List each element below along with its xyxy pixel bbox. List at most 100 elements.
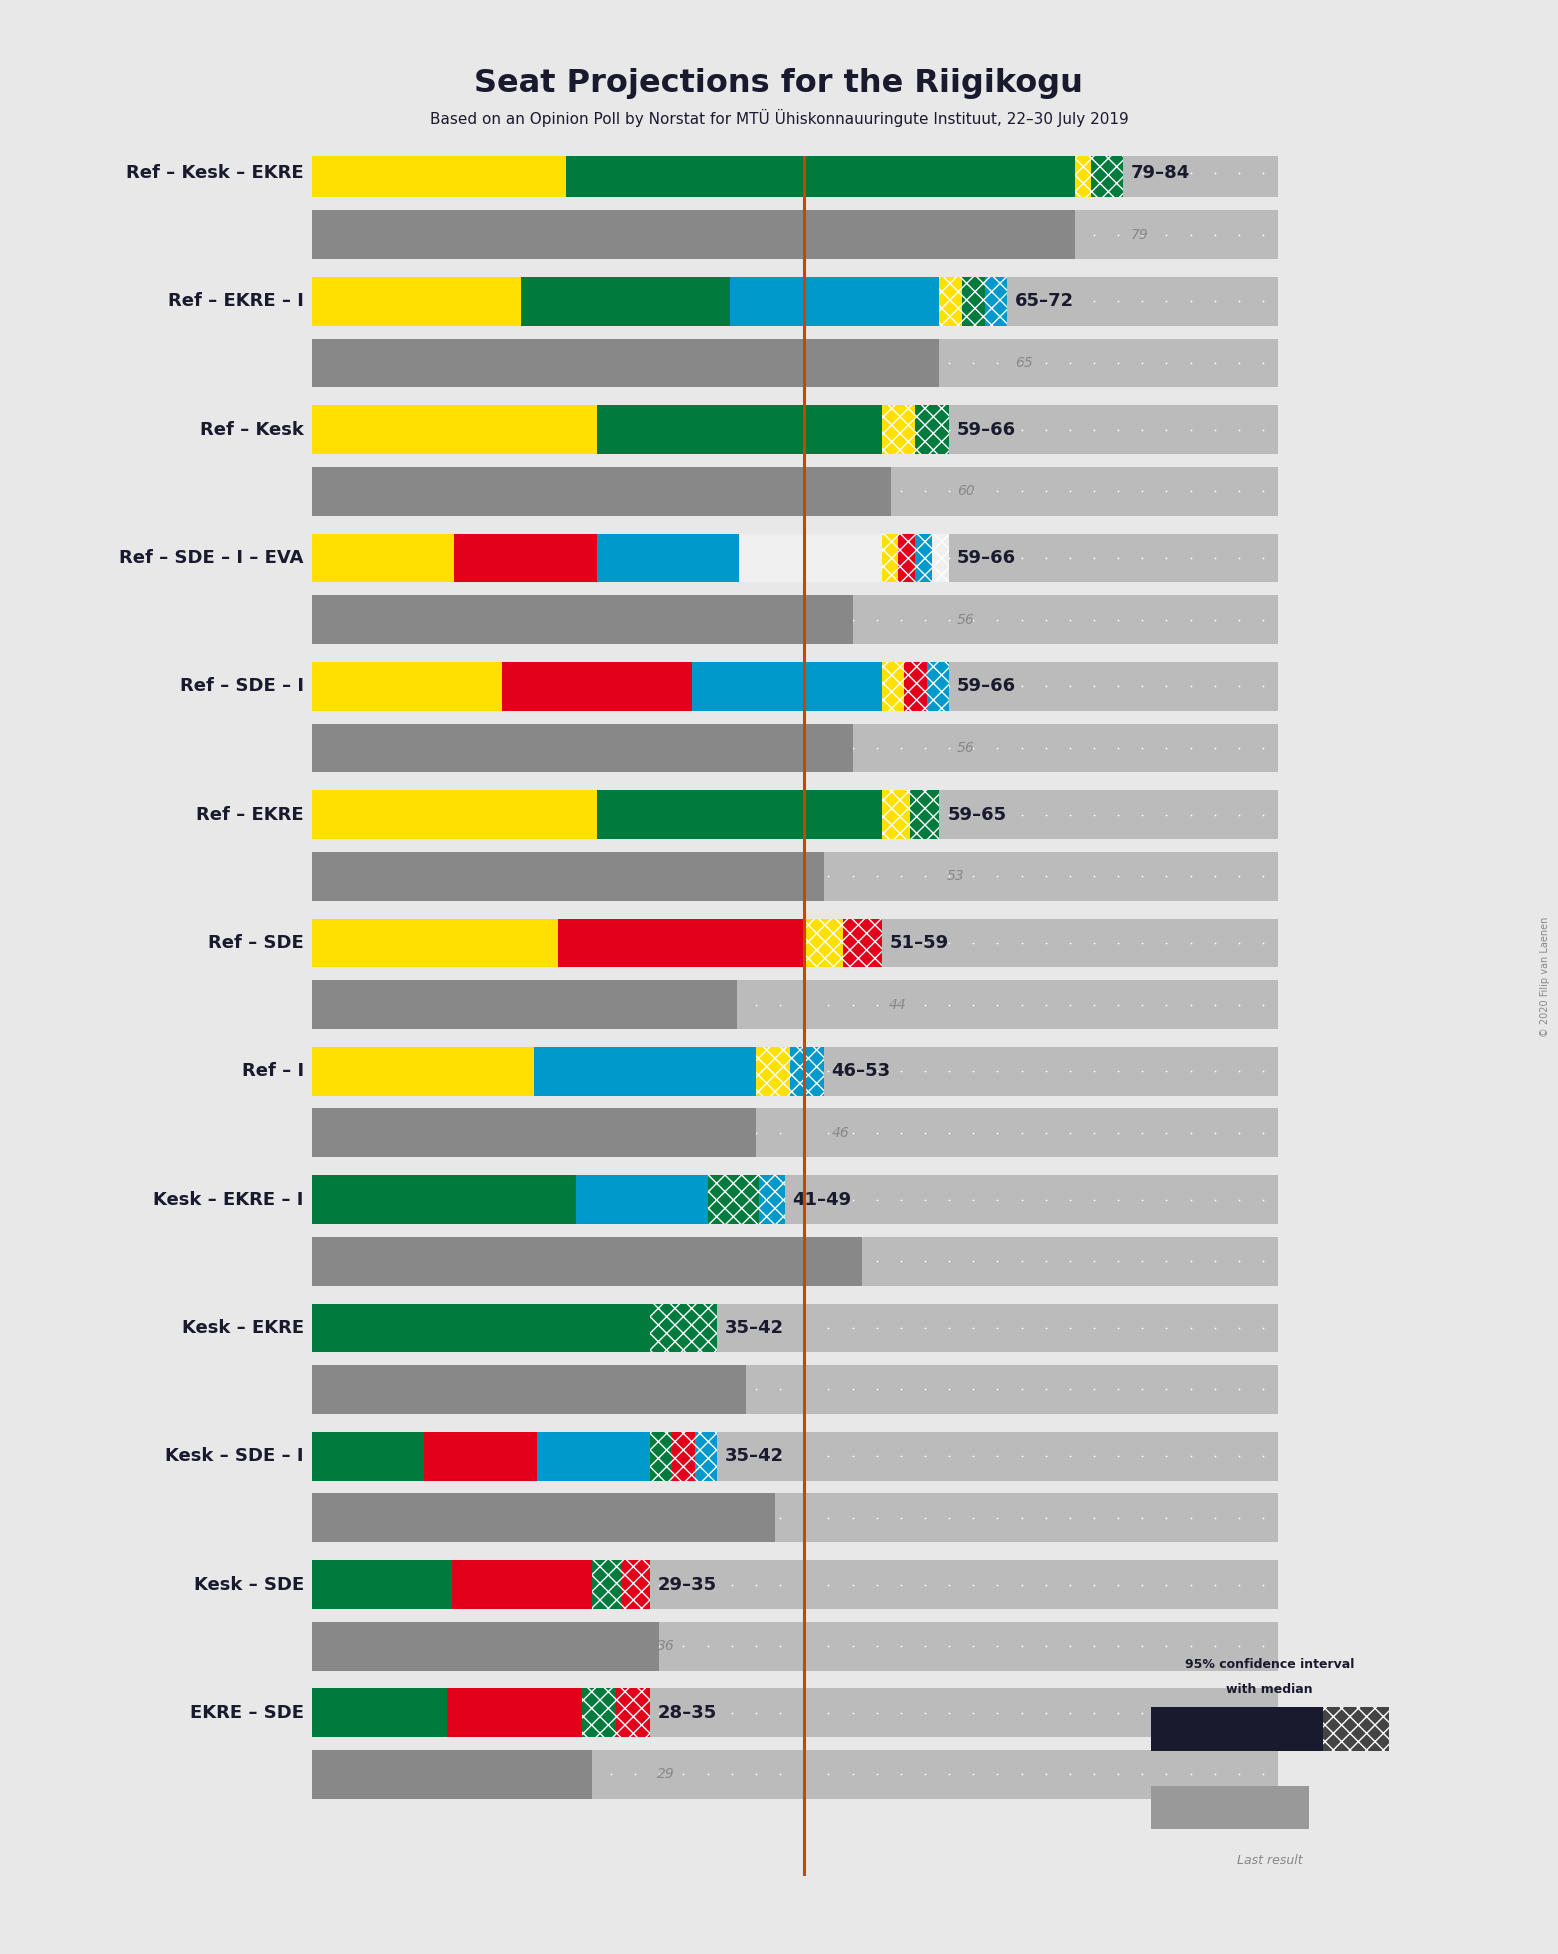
Point	[647, 860, 671, 891]
Point	[1058, 1759, 1083, 1790]
Point	[961, 799, 986, 830]
Bar	[312, 596, 852, 645]
Point	[1154, 1440, 1179, 1471]
Point	[840, 1698, 865, 1729]
Point	[333, 348, 358, 379]
Point	[985, 1245, 1010, 1276]
Point	[743, 1698, 768, 1729]
Point	[1058, 604, 1083, 635]
Bar	[312, 1432, 1278, 1481]
Point	[1154, 219, 1179, 250]
Point	[1058, 733, 1083, 764]
Point	[1106, 1055, 1131, 1086]
Point	[816, 1313, 841, 1344]
Bar	[312, 211, 1278, 260]
Point	[1106, 1374, 1131, 1405]
Point	[357, 670, 382, 701]
Point	[1081, 733, 1106, 764]
Point	[913, 1055, 938, 1086]
Point	[623, 475, 648, 506]
Point	[936, 348, 961, 379]
Point	[913, 1503, 938, 1534]
Point	[768, 1630, 793, 1661]
Point	[430, 733, 455, 764]
Bar	[312, 467, 891, 516]
Text: 29: 29	[657, 1768, 675, 1782]
Point	[840, 1503, 865, 1534]
Point	[357, 1630, 382, 1661]
Point	[1033, 348, 1058, 379]
Point	[527, 860, 552, 891]
Point	[405, 414, 430, 446]
Point	[1130, 989, 1154, 1020]
Point	[1154, 1569, 1179, 1600]
Point	[865, 928, 890, 959]
Point	[888, 1374, 913, 1405]
Point	[961, 928, 986, 959]
Point	[357, 733, 382, 764]
Point	[695, 1440, 720, 1471]
Point	[502, 1055, 527, 1086]
Text: 56: 56	[957, 612, 975, 627]
Bar	[312, 1108, 756, 1157]
Point	[1178, 799, 1203, 830]
Point	[1203, 414, 1228, 446]
Point	[357, 1184, 382, 1215]
Point	[550, 799, 575, 830]
Point	[865, 799, 890, 830]
Point	[695, 670, 720, 701]
Point	[1226, 1503, 1251, 1534]
Point	[1010, 475, 1035, 506]
Point	[961, 219, 986, 250]
Point	[575, 158, 600, 190]
Point	[550, 1630, 575, 1661]
Point	[865, 1440, 890, 1471]
Point	[720, 1630, 745, 1661]
Point	[1058, 989, 1083, 1020]
Point	[453, 604, 478, 635]
Text: Last result: Last result	[1237, 1854, 1302, 1868]
Bar	[671, 1432, 695, 1481]
Bar	[312, 596, 1278, 645]
Bar	[756, 1047, 790, 1096]
Point	[1203, 1569, 1228, 1600]
Point	[791, 1503, 816, 1534]
Point	[1106, 989, 1131, 1020]
Bar	[882, 789, 910, 838]
Point	[575, 414, 600, 446]
Point	[527, 1313, 552, 1344]
Point	[527, 543, 552, 574]
Point	[598, 1313, 623, 1344]
Point	[405, 799, 430, 830]
Point	[405, 348, 430, 379]
Point	[840, 860, 865, 891]
Point	[405, 1759, 430, 1790]
Point	[598, 1698, 623, 1729]
Point	[1130, 219, 1154, 250]
Point	[527, 604, 552, 635]
Point	[382, 1698, 407, 1729]
Point	[816, 1055, 841, 1086]
Bar	[1323, 1708, 1388, 1751]
Point	[865, 604, 890, 635]
Point	[671, 1313, 696, 1344]
Point	[720, 1440, 745, 1471]
Point	[598, 543, 623, 574]
Point	[936, 1503, 961, 1534]
Point	[308, 1698, 333, 1729]
Point	[1203, 285, 1228, 317]
Bar	[916, 533, 932, 582]
Point	[720, 1245, 745, 1276]
Point	[720, 989, 745, 1020]
Point	[1154, 799, 1179, 830]
Point	[913, 1759, 938, 1790]
Point	[1058, 1698, 1083, 1729]
Point	[430, 414, 455, 446]
Point	[720, 285, 745, 317]
Point	[671, 1569, 696, 1600]
Point	[865, 543, 890, 574]
Point	[1130, 348, 1154, 379]
Point	[888, 285, 913, 317]
Point	[1178, 543, 1203, 574]
Bar	[312, 1559, 1278, 1608]
